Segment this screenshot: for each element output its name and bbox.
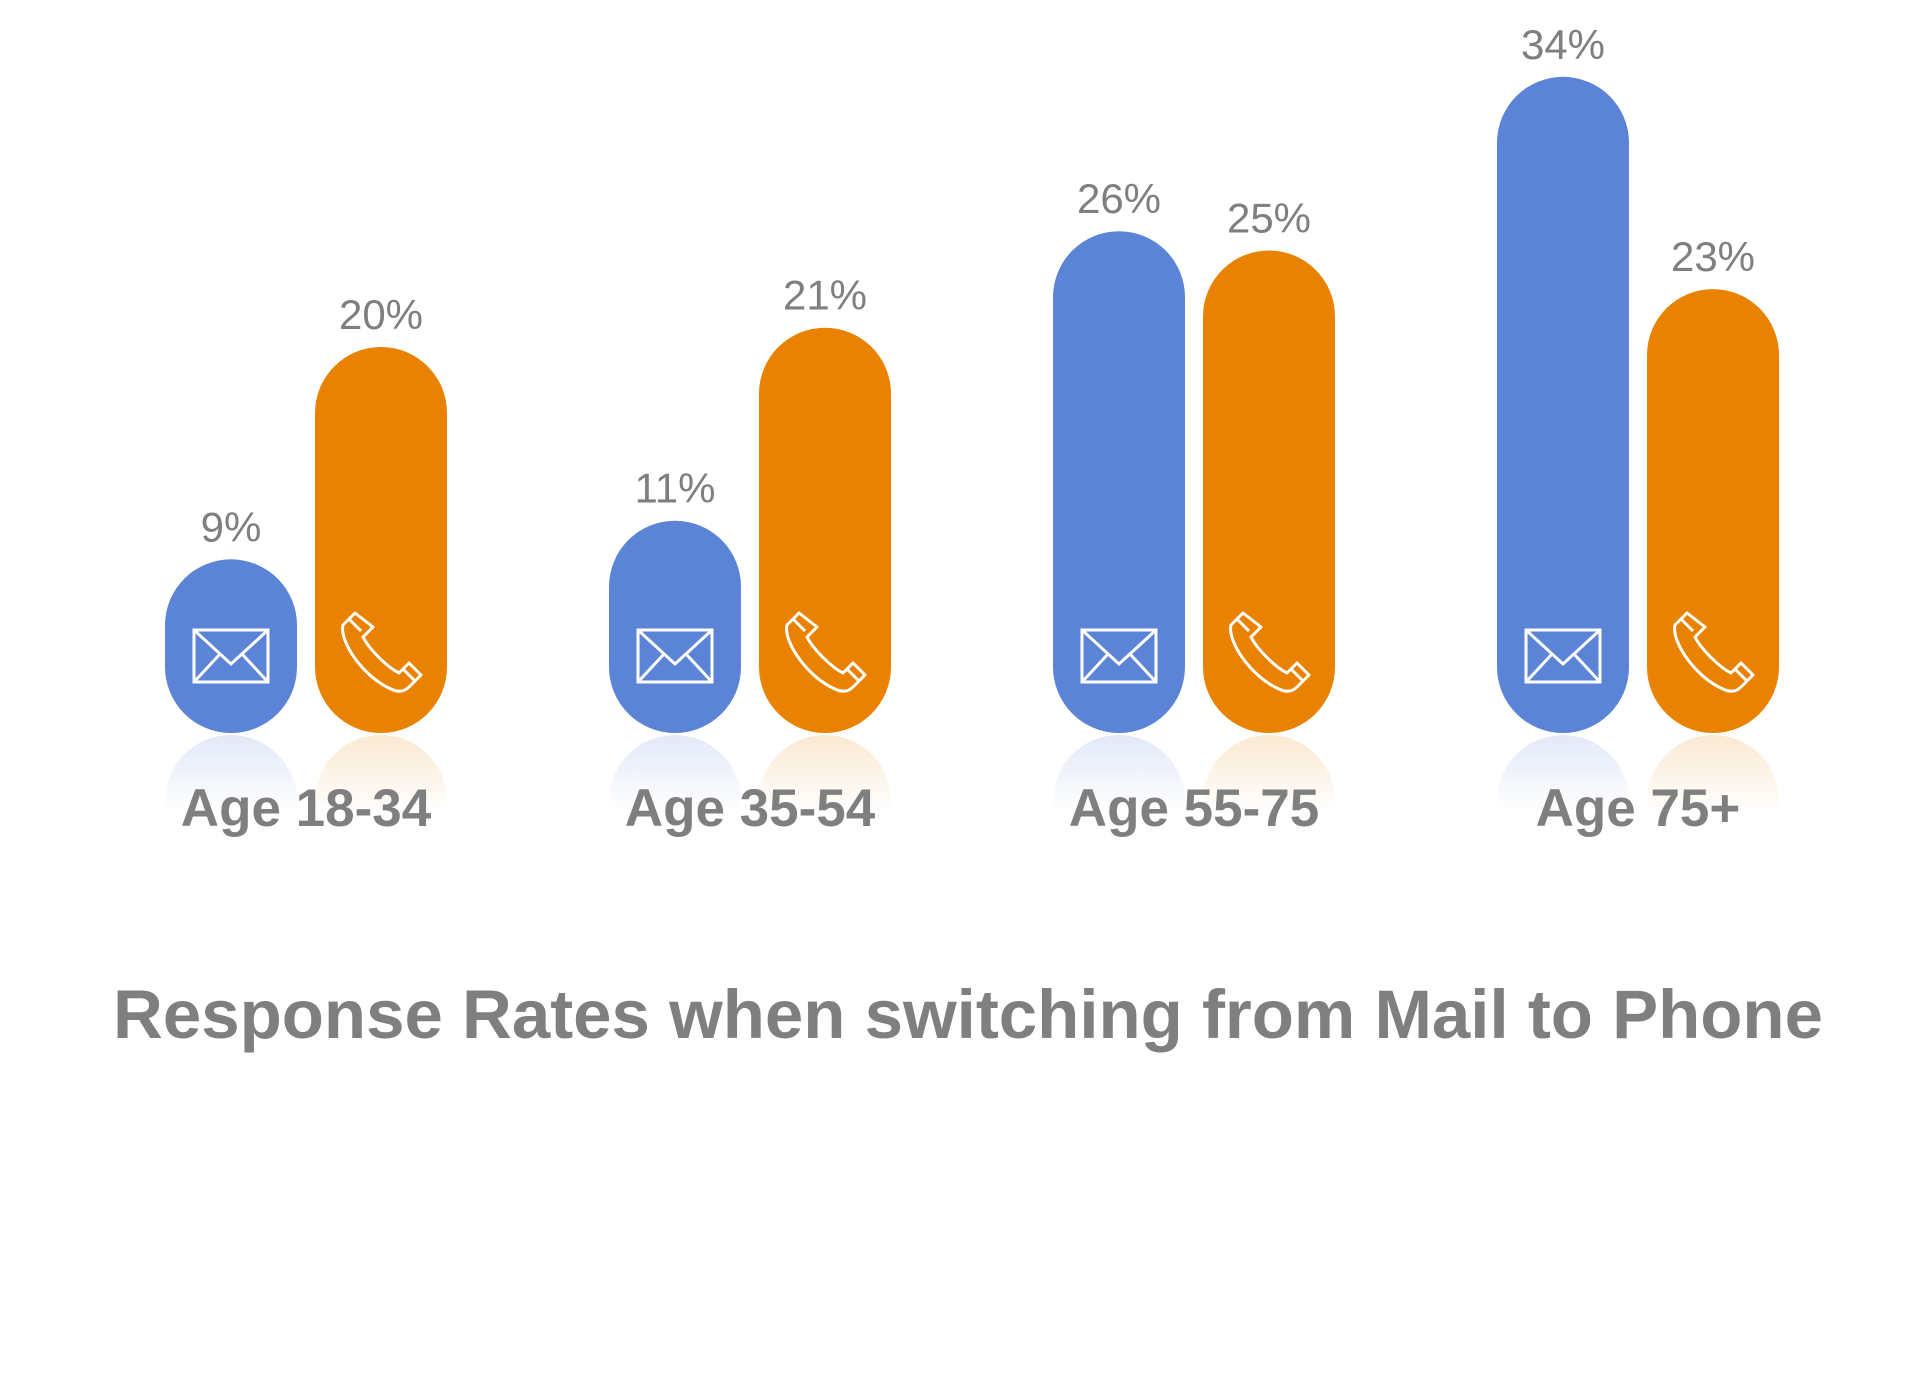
data-label: 11% <box>635 465 716 512</box>
chart-title: Response Rates when switching from Mail … <box>113 976 1823 1053</box>
mail-icon <box>192 628 270 684</box>
phone-icon <box>1229 611 1311 693</box>
phone-bar <box>1203 250 1335 733</box>
mail-icon <box>1524 628 1602 684</box>
phone-icon <box>341 611 423 693</box>
bar-reflection <box>1647 735 1779 813</box>
data-label: 20% <box>339 291 423 338</box>
bar-reflection <box>165 735 297 813</box>
category-label: Age 35-54 <box>625 779 876 838</box>
bar-group: 26% 25% Age 55-75 <box>1053 175 1335 838</box>
phone-bar <box>1647 289 1779 733</box>
category-label: Age 18-34 <box>181 779 432 838</box>
bar-reflection <box>609 735 741 813</box>
mail-bar <box>165 559 297 733</box>
mail-bar <box>1497 76 1629 734</box>
mail-bar <box>1053 231 1185 733</box>
mail-bar <box>609 520 741 733</box>
bar-reflection <box>1203 735 1335 813</box>
data-label: 25% <box>1227 195 1311 242</box>
bar-reflection <box>1053 735 1185 813</box>
data-label: 26% <box>1077 175 1161 222</box>
bars-layer: 9% 20% Age 18-34 11% 21% Age 35-54 26% 25% Age 5… <box>165 21 1779 838</box>
data-label: 34% <box>1521 21 1605 68</box>
bar-group: 34% 23% Age 75+ <box>1497 21 1779 838</box>
bar-reflection <box>759 735 891 813</box>
data-label: 21% <box>783 272 867 319</box>
data-label: 23% <box>1671 233 1755 280</box>
mail-icon <box>1080 628 1158 684</box>
bar-reflection <box>1497 735 1629 813</box>
phone-bar <box>759 327 891 733</box>
bar-group: 11% 21% Age 35-54 <box>609 272 891 838</box>
phone-icon <box>1673 611 1755 693</box>
phone-icon <box>785 611 867 693</box>
bar-reflection <box>315 735 447 813</box>
data-label: 9% <box>201 503 262 550</box>
category-label: Age 75+ <box>1536 779 1741 838</box>
phone-bar <box>315 347 447 733</box>
category-label: Age 55-75 <box>1069 779 1319 838</box>
bar-group: 9% 20% Age 18-34 <box>165 291 447 838</box>
mail-icon <box>636 628 714 684</box>
